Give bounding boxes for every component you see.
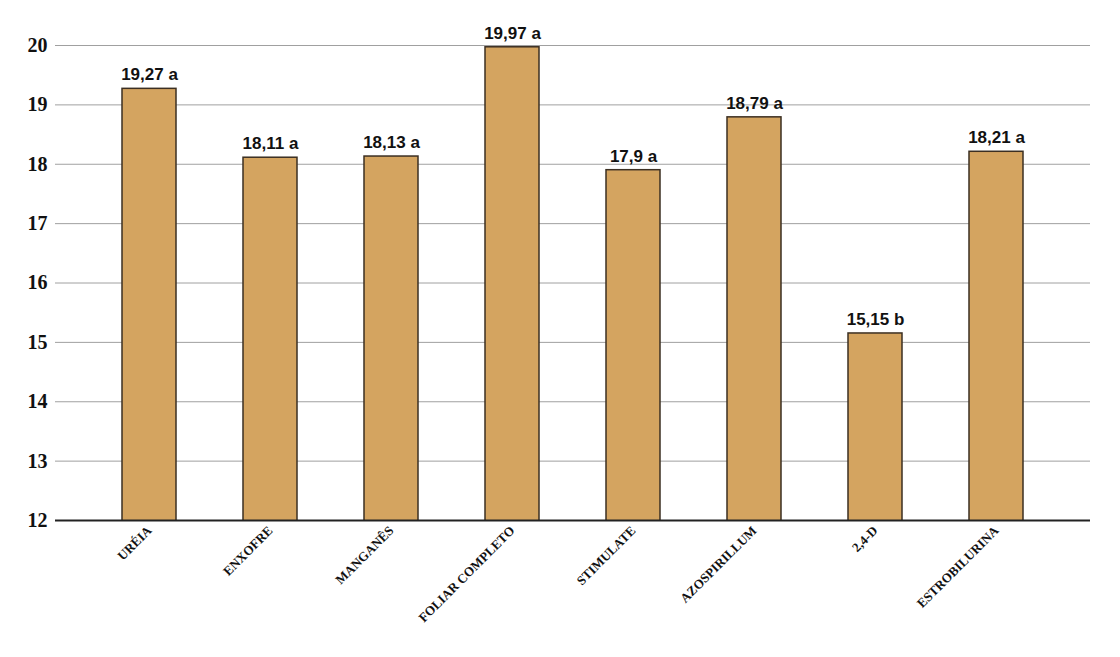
- svg-text:FOLIAR COMPLETO: FOLIAR COMPLETO: [415, 523, 517, 625]
- svg-text:19: 19: [28, 93, 48, 115]
- svg-text:20: 20: [28, 34, 48, 56]
- svg-text:17,9 a: 17,9 a: [610, 147, 658, 166]
- svg-text:URÉIA: URÉIA: [114, 523, 155, 564]
- svg-text:14: 14: [28, 390, 48, 412]
- svg-text:13: 13: [28, 450, 48, 472]
- svg-text:16: 16: [28, 271, 48, 293]
- svg-text:ENXOFRE: ENXOFRE: [220, 523, 276, 579]
- svg-text:18,21 a: 18,21 a: [968, 128, 1025, 147]
- svg-text:19,97 a: 19,97 a: [484, 24, 541, 43]
- svg-text:ESTROBILURINA: ESTROBILURINA: [914, 523, 1002, 611]
- svg-text:17: 17: [28, 212, 48, 234]
- svg-text:19,27 a: 19,27 a: [121, 65, 178, 84]
- svg-text:MANGANÊS: MANGANÊS: [332, 523, 396, 587]
- svg-text:15,15 b: 15,15 b: [847, 310, 905, 329]
- svg-text:STIMULATE: STIMULATE: [573, 523, 638, 588]
- svg-text:12: 12: [28, 509, 48, 531]
- svg-text:15: 15: [28, 331, 48, 353]
- svg-text:18,79 a: 18,79 a: [726, 94, 783, 113]
- svg-text:18: 18: [28, 153, 48, 175]
- svg-text:AZOSPIRILLUM: AZOSPIRILLUM: [677, 523, 760, 606]
- svg-text:18,11 a: 18,11 a: [243, 134, 299, 153]
- svg-text:18,13 a: 18,13 a: [363, 133, 420, 152]
- svg-text:2,4-D: 2,4-D: [849, 523, 881, 555]
